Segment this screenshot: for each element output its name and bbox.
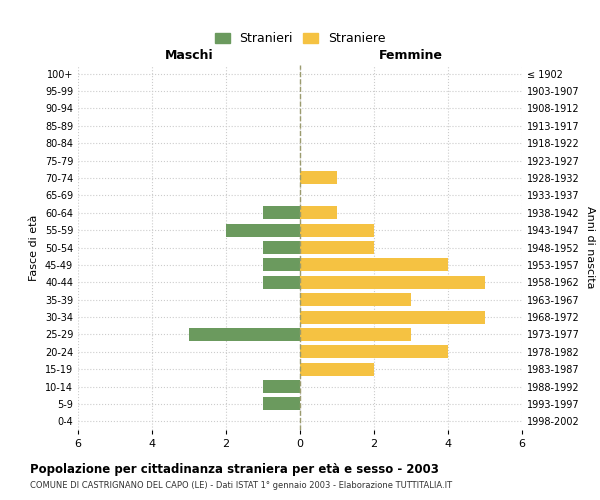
Bar <box>300 276 485 289</box>
Bar <box>300 224 374 236</box>
Bar <box>300 346 448 358</box>
Bar <box>189 328 300 341</box>
Bar <box>300 328 411 341</box>
Text: Femmine: Femmine <box>379 50 443 62</box>
Text: COMUNE DI CASTRIGNANO DEL CAPO (LE) - Dati ISTAT 1° gennaio 2003 - Elaborazione : COMUNE DI CASTRIGNANO DEL CAPO (LE) - Da… <box>30 481 452 490</box>
Bar <box>300 293 411 306</box>
Bar <box>300 241 374 254</box>
Bar <box>226 224 300 236</box>
Bar <box>263 206 300 220</box>
Bar <box>263 380 300 393</box>
Bar <box>263 241 300 254</box>
Bar <box>263 276 300 289</box>
Y-axis label: Fasce di età: Fasce di età <box>29 214 39 280</box>
Bar <box>300 206 337 220</box>
Y-axis label: Anni di nascita: Anni di nascita <box>585 206 595 289</box>
Legend: Stranieri, Straniere: Stranieri, Straniere <box>209 28 391 50</box>
Text: Popolazione per cittadinanza straniera per età e sesso - 2003: Popolazione per cittadinanza straniera p… <box>30 462 439 475</box>
Bar <box>263 258 300 272</box>
Bar <box>263 398 300 410</box>
Text: Maschi: Maschi <box>164 50 214 62</box>
Bar <box>300 258 448 272</box>
Bar <box>300 362 374 376</box>
Bar <box>300 172 337 184</box>
Bar <box>300 310 485 324</box>
